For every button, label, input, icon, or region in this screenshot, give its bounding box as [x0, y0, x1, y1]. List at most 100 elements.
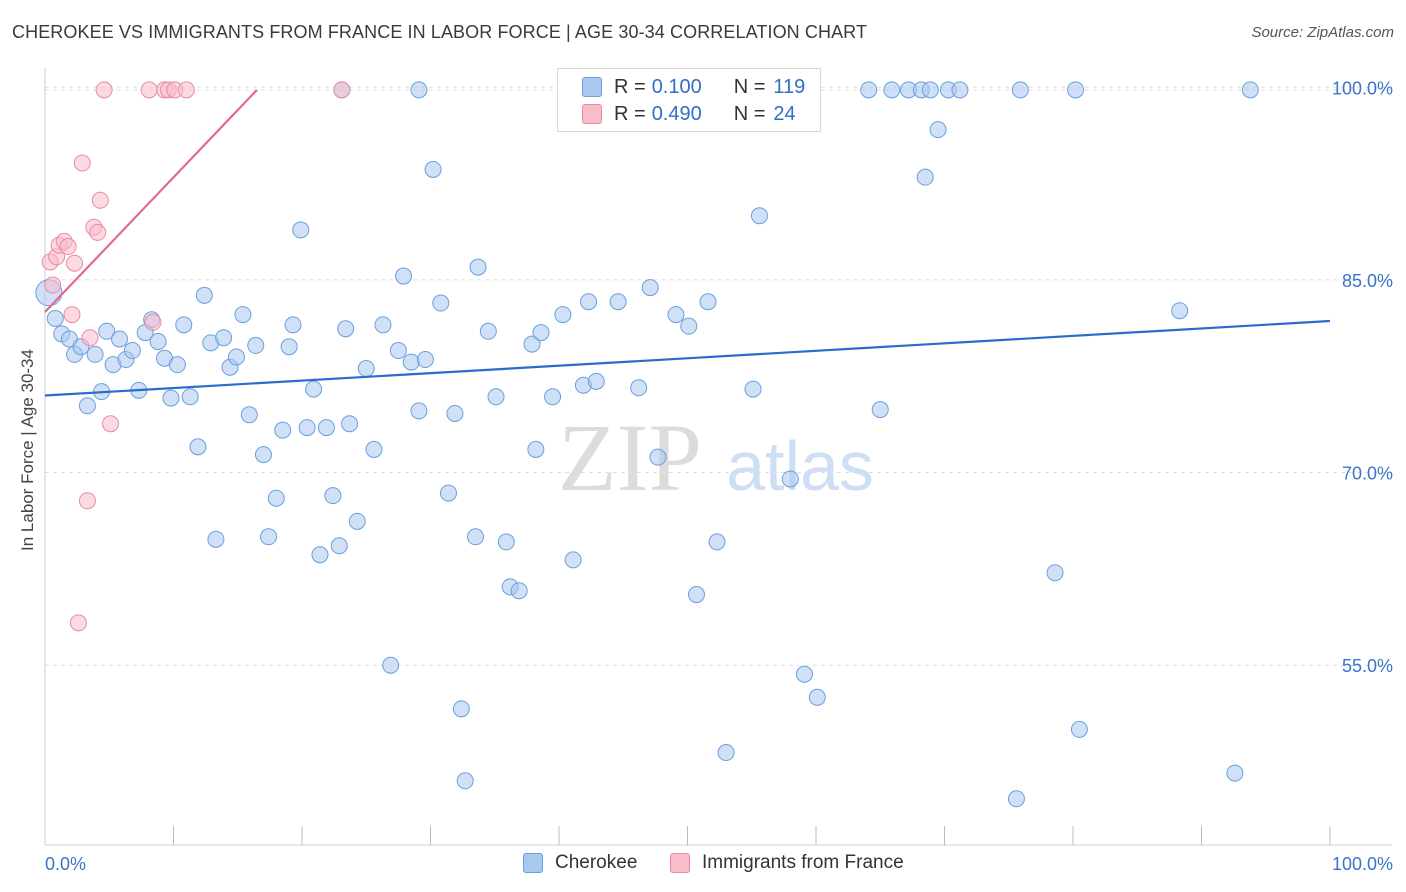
legend-swatch-cherokee — [582, 77, 602, 97]
cherokee-point — [207, 530, 225, 548]
cherokee-point — [410, 81, 428, 99]
cherokee-point — [439, 484, 457, 502]
cherokee-point — [929, 121, 947, 139]
cherokee-point — [532, 324, 550, 342]
series-legend-cherokee[interactable]: Cherokee — [523, 852, 637, 874]
cherokee-point — [921, 81, 939, 99]
cherokee-point — [317, 419, 335, 437]
cherokee-point — [395, 267, 413, 285]
cherokee-point — [1070, 720, 1088, 738]
cherokee-point — [466, 528, 484, 546]
cherokee-point — [649, 448, 667, 466]
cherokee-point — [744, 380, 762, 398]
legend-r-label: R = — [614, 75, 646, 98]
cherokee-point — [452, 700, 470, 718]
watermark-zip: ZIP — [558, 404, 702, 511]
cherokee-point — [280, 338, 298, 356]
cherokee-point — [254, 446, 272, 464]
cherokee-point — [432, 294, 450, 312]
legend-row-cherokee: R = 0.100 N = 119 — [582, 75, 805, 99]
series-legend-label-france: Immigrants from France — [702, 852, 904, 873]
cherokee-point — [667, 306, 685, 324]
x-tick-label-min: 0.0% — [45, 854, 86, 874]
cherokee-point — [365, 440, 383, 458]
france-point — [102, 415, 120, 433]
cherokee-point — [883, 81, 901, 99]
cherokee-point — [510, 582, 528, 600]
cherokee-point — [382, 656, 400, 674]
gridlines — [45, 86, 1392, 666]
france-point — [78, 492, 96, 510]
cherokee-points — [35, 81, 1259, 808]
y-axis-label-wrap: In Labor Force | Age 30-34 — [14, 300, 42, 600]
axes — [44, 68, 1392, 846]
cherokee-point — [580, 293, 598, 311]
legend-r-value-france: 0.490 — [651, 102, 702, 125]
x-tick-label-max: 100.0% — [1332, 854, 1393, 874]
cherokee-point — [267, 489, 285, 507]
cherokee-point — [341, 415, 359, 433]
france-point — [333, 81, 351, 99]
cherokee-point — [424, 160, 442, 178]
cherokee-point — [1226, 764, 1244, 782]
legend-r-value-cherokee: 0.100 — [651, 75, 702, 98]
cherokee-point — [708, 533, 726, 551]
watermark-atlas: atlas — [726, 427, 874, 505]
cherokee-point — [750, 207, 768, 225]
cherokee-point — [808, 688, 826, 706]
cherokee-point — [260, 528, 278, 546]
cherokee-point — [717, 744, 735, 762]
cherokee-point — [609, 293, 627, 311]
france-point — [91, 191, 109, 209]
series-legend-swatch-france — [670, 853, 690, 873]
cherokee-point — [564, 551, 582, 569]
france-point — [44, 276, 62, 294]
cherokee-point — [389, 342, 407, 360]
cherokee-point — [274, 421, 292, 439]
cherokee-point — [168, 356, 186, 374]
cherokee-point — [1007, 790, 1025, 808]
cherokee-point — [951, 81, 969, 99]
france-point — [144, 313, 162, 331]
legend-swatch-france — [582, 104, 602, 124]
y-tick-label: 100.0% — [1332, 78, 1393, 98]
cherokee-point — [215, 329, 233, 347]
cherokee-point — [240, 406, 258, 424]
france-trendline — [44, 89, 258, 313]
cherokee-point — [487, 388, 505, 406]
cherokee-point — [544, 388, 562, 406]
series-legend-swatch-cherokee — [523, 853, 543, 873]
y-tick-label: 85.0% — [1342, 271, 1393, 291]
cherokee-point — [292, 221, 310, 239]
cherokee-point — [1241, 81, 1259, 99]
legend-n-label: N = — [733, 75, 766, 98]
cherokee-point — [630, 379, 648, 397]
france-point — [66, 254, 84, 272]
cherokee-point — [195, 286, 213, 304]
cherokee-point — [587, 372, 605, 390]
cherokee-point — [916, 168, 934, 186]
france-point — [81, 329, 99, 347]
cherokee-point — [298, 419, 316, 437]
series-legend-france[interactable]: Immigrants from France — [670, 852, 904, 874]
cherokee-point — [1171, 302, 1189, 320]
cherokee-point — [311, 546, 329, 564]
legend-row-france: R = 0.490 N = 24 — [582, 102, 796, 126]
cherokee-point — [699, 293, 717, 311]
y-tick-label: 70.0% — [1342, 464, 1393, 484]
france-point — [63, 306, 81, 324]
cherokee-point — [410, 402, 428, 420]
y-axis-label: In Labor Force | Age 30-34 — [18, 349, 37, 551]
series-legend-label-cherokee: Cherokee — [555, 852, 638, 873]
cherokee-point — [456, 772, 474, 790]
cherokee-point — [554, 306, 572, 324]
cherokee-point — [78, 397, 96, 415]
cherokee-point — [680, 317, 698, 335]
cherokee-point — [234, 306, 252, 324]
cherokee-point — [1067, 81, 1085, 99]
france-point — [140, 81, 158, 99]
stats-legend: R = 0.100 N = 119 R = 0.490 N = 24 — [557, 68, 821, 132]
cherokee-point — [86, 345, 104, 363]
cherokee-point — [527, 440, 545, 458]
